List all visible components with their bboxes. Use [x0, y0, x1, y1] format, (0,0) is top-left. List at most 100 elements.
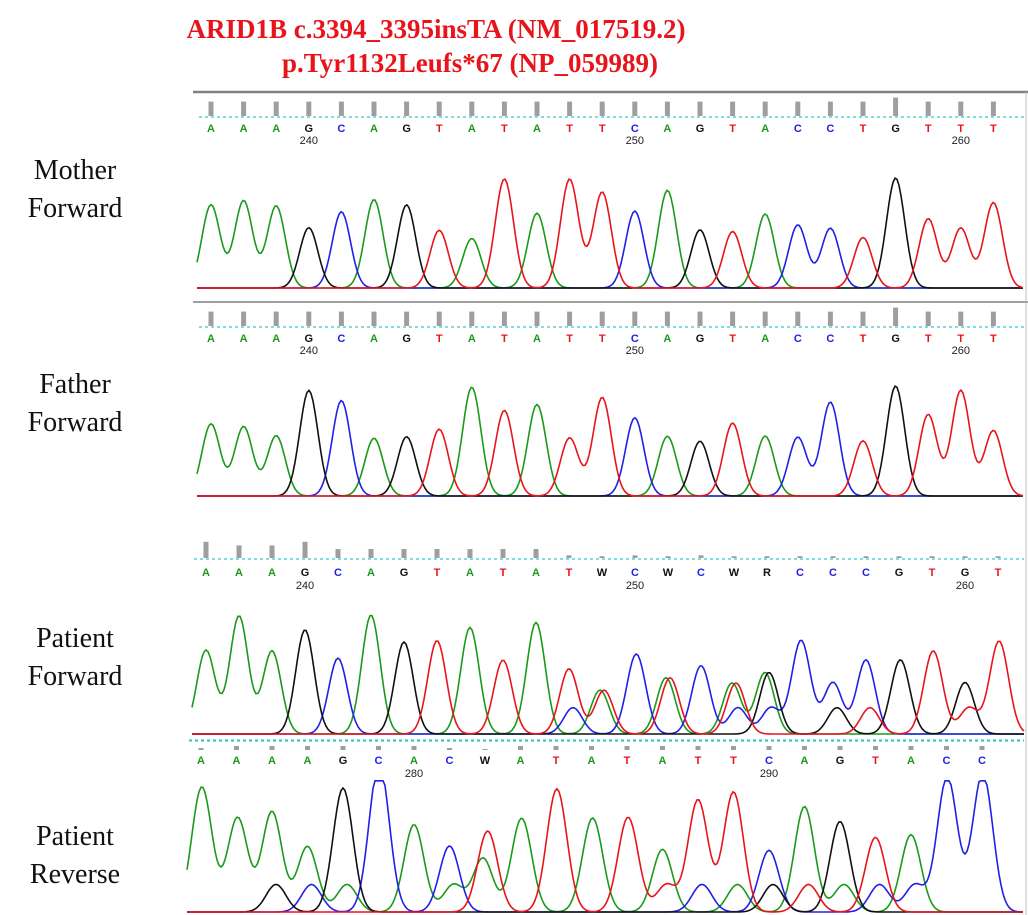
- quality-bar: [208, 311, 214, 326]
- quality-bar: [731, 556, 737, 558]
- base-call: T: [436, 333, 443, 345]
- quality-bar: [795, 101, 801, 116]
- base-call: T: [599, 333, 606, 345]
- quality-bar: [730, 311, 736, 326]
- father-forward-label: Father Forward: [0, 366, 150, 442]
- base-call: A: [588, 755, 596, 767]
- label-line2: Forward: [27, 407, 123, 438]
- base-call: W: [729, 567, 740, 579]
- base-call: A: [533, 123, 541, 135]
- quality-bar: [234, 746, 239, 750]
- position-label: 260: [952, 345, 970, 357]
- trace-g: [197, 385, 1023, 497]
- label-line2: Forward: [27, 661, 123, 692]
- base-call: C: [631, 567, 639, 579]
- base-call: G: [305, 333, 314, 345]
- quality-bar: [436, 311, 442, 326]
- base-call: A: [207, 123, 215, 135]
- base-call: T: [925, 333, 932, 345]
- label-line1: Patient: [36, 623, 114, 654]
- position-label: 240: [300, 345, 318, 357]
- base-call: A: [370, 333, 378, 345]
- quality-bar: [534, 311, 540, 326]
- base-call: C: [631, 123, 639, 135]
- base-call: C: [826, 123, 834, 135]
- base-call: T: [566, 567, 573, 579]
- base-call: C: [794, 333, 802, 345]
- base-call: G: [400, 567, 409, 579]
- patient-reverse-panel: A A A A G C A C W A T A T A T T C A G T A C C 280 290: [186, 739, 1024, 913]
- quality-bar: [447, 748, 452, 750]
- quality-bar: [469, 101, 475, 116]
- quality-bar: [958, 101, 964, 116]
- base-call: C: [796, 567, 804, 579]
- quality-bar: [995, 556, 1001, 558]
- quality-bar: [795, 311, 801, 326]
- quality-bar: [305, 746, 310, 750]
- base-call: T: [553, 755, 560, 767]
- base-call: A: [268, 567, 276, 579]
- trace-c: [187, 780, 1024, 913]
- base-call: G: [301, 567, 310, 579]
- base-call: G: [402, 123, 411, 135]
- quality-bar: [269, 746, 275, 750]
- base-call: A: [468, 123, 476, 135]
- trace-g: [192, 629, 1024, 735]
- position-label: 260: [952, 135, 970, 147]
- quality-bar: [533, 549, 539, 558]
- quality-bar: [269, 545, 275, 558]
- quality-bar: [664, 101, 670, 116]
- base-call: C: [943, 755, 951, 767]
- quality-bar: [990, 311, 996, 326]
- quality-bar: [567, 311, 573, 326]
- base-call: G: [696, 123, 705, 135]
- base-call: A: [659, 755, 667, 767]
- base-call: T: [624, 755, 631, 767]
- quality-bar: [762, 101, 768, 116]
- quality-bar: [273, 311, 279, 326]
- base-call: A: [207, 333, 215, 345]
- base-call: T: [957, 123, 964, 135]
- quality-bar: [553, 746, 559, 750]
- quality-bar: [944, 746, 949, 750]
- base-call: A: [761, 123, 769, 135]
- quality-bar: [827, 101, 833, 116]
- base-call: C: [794, 123, 802, 135]
- trace-c: [197, 210, 1023, 289]
- base-call: T: [501, 123, 508, 135]
- quality-bar: [518, 746, 523, 750]
- label-line1: Mother: [33, 155, 117, 186]
- base-call: A: [240, 123, 248, 135]
- quality-bar: [376, 746, 381, 750]
- quality-bar: [893, 307, 899, 326]
- label-line2: Reverse: [29, 859, 121, 890]
- label-line2: Forward: [27, 193, 123, 224]
- quality-bar: [665, 556, 671, 558]
- base-call: G: [891, 123, 900, 135]
- mutation-title: ARID1B c.3394_3395insTA (NM_017519.2): [186, 14, 686, 44]
- base-call: C: [697, 567, 705, 579]
- quality-bar: [436, 101, 442, 116]
- base-call: A: [532, 567, 540, 579]
- quality-bar: [764, 556, 770, 558]
- base-call: T: [500, 567, 507, 579]
- trace-t: [192, 640, 1025, 735]
- protein-change-title: p.Tyr1132Leufs*67 (NP_059989): [282, 48, 658, 78]
- quality-bar: [401, 549, 407, 558]
- quality-bar: [632, 311, 638, 326]
- base-call: T: [990, 123, 997, 135]
- quality-bar: [500, 549, 506, 558]
- quality-bar: [198, 748, 204, 750]
- base-call: A: [410, 755, 418, 767]
- base-call: A: [367, 567, 375, 579]
- label-line1: Patient: [36, 821, 114, 852]
- quality-bar: [368, 549, 374, 558]
- base-call: G: [961, 567, 970, 579]
- position-label: 280: [405, 768, 423, 780]
- quality-bar: [203, 541, 209, 558]
- base-call: T: [434, 567, 441, 579]
- position-label: 240: [296, 580, 314, 592]
- quality-bar: [599, 101, 605, 116]
- quality-bar: [929, 556, 935, 558]
- quality-bar: [501, 101, 507, 116]
